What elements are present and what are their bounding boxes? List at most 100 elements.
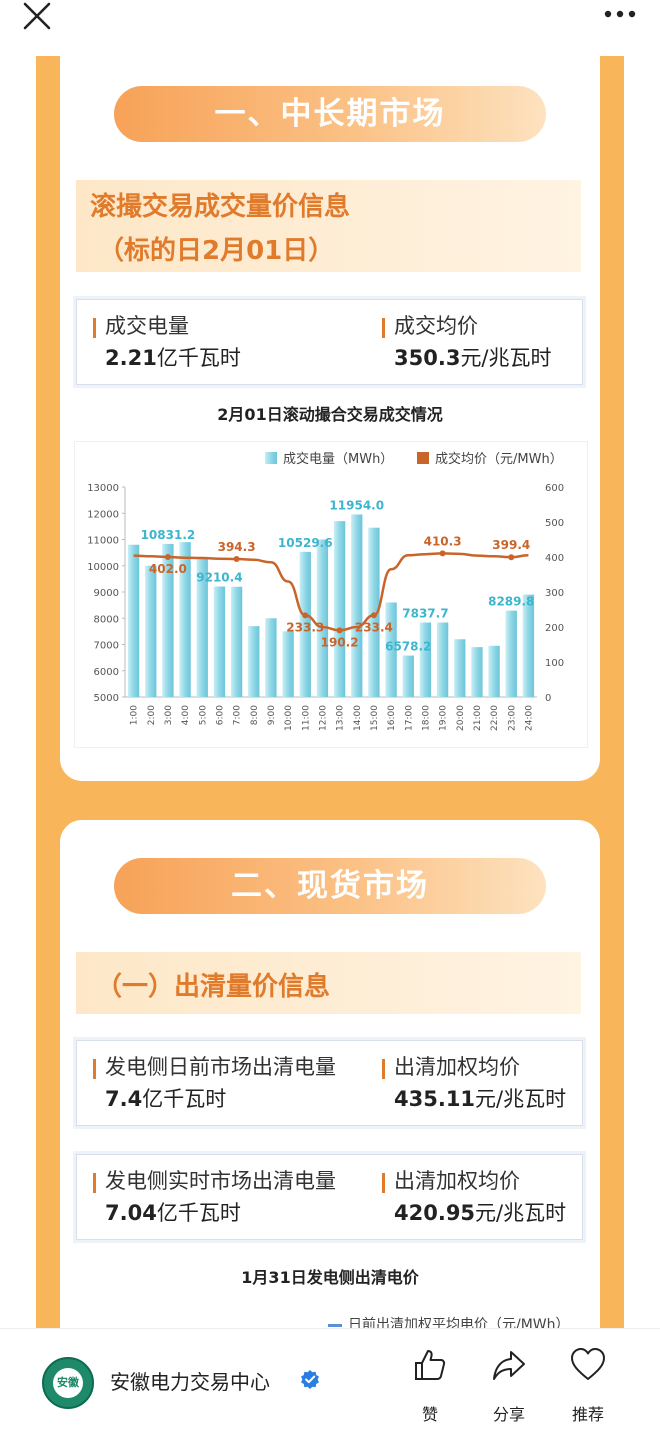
bar-volume [505, 610, 517, 697]
stat-dayahead-unit: 亿千瓦时 [142, 1087, 227, 1111]
point-price [508, 554, 515, 561]
legend-label-volume: 成交电量（MWh） [283, 451, 393, 467]
top-bar [0, 0, 660, 56]
x-tick-label: 6:00 [215, 705, 225, 725]
y-right-tick-label: 300 [545, 588, 564, 599]
stat-dayahead-price-number: 435.11 [394, 1087, 476, 1111]
bar-volume [454, 639, 466, 697]
data-label-price: 233.4 [355, 620, 393, 634]
bar-volume [162, 543, 174, 697]
x-tick-label: 3:00 [164, 705, 174, 725]
bar-volume [196, 557, 208, 697]
account-logo-text: 安徽 [53, 1368, 83, 1398]
bar-volume [385, 602, 397, 697]
accent-bar [382, 1173, 385, 1193]
bar-volume [402, 655, 414, 697]
chart2-legend: 日前出清加权平均电价（元/MWh） [328, 1314, 570, 1328]
subheading-1-line2: （标的日2月01日） [98, 236, 335, 266]
data-label-price: 402.0 [149, 562, 187, 576]
x-tick-label: 20:00 [456, 705, 466, 731]
stat-realtime-number: 7.04 [105, 1201, 157, 1225]
data-label-volume: 6578.2 [385, 640, 431, 654]
bar-volume [316, 539, 329, 697]
trading-chart: 成交电量（MWh） 成交均价（元/MWh） 5000 6000 7000 8000 9000… [74, 441, 588, 748]
stat-price-value: 350.3元/兆瓦时 [394, 342, 552, 372]
account-name[interactable]: 安徽电力交易中心 [110, 1370, 270, 1394]
x-tick-label: 13:00 [336, 705, 346, 731]
bar-volume [351, 514, 363, 697]
close-button[interactable] [20, 0, 54, 34]
point-price [164, 554, 171, 560]
stat-realtime-price-number: 420.95 [394, 1201, 476, 1225]
x-tick-label: 14:00 [353, 705, 363, 731]
y-right-tick-label: 600 [545, 483, 564, 494]
article-body: 一、中长期市场 滚撮交易成交量价信息 （标的日2月01日） 成交电量 2.21亿… [36, 56, 624, 1328]
share-button[interactable]: 分享 [481, 1341, 537, 1424]
y-left-tick-label: 11000 [87, 536, 119, 547]
y-left-tick-label: 7000 [94, 641, 119, 652]
bar-volume [179, 542, 191, 697]
x-tick-label: 19:00 [439, 705, 449, 731]
stat-box-dayahead: 发电侧日前市场出清电量 7.4亿千瓦时 出清加权均价 435.11元/兆瓦时 [76, 1040, 583, 1126]
medium-long-term-card: 一、中长期市场 滚撮交易成交量价信息 （标的日2月01日） 成交电量 2.21亿… [60, 56, 600, 781]
accent-bar [382, 318, 385, 338]
bar-volume [265, 618, 277, 697]
x-tick-label: 24:00 [524, 705, 534, 731]
x-tick-label: 12:00 [318, 705, 328, 731]
stat-volume-unit: 亿千瓦时 [156, 346, 241, 370]
x-tick-label: 21:00 [473, 705, 483, 731]
data-label-volume: 10529.6 [278, 536, 333, 550]
data-label-price: 190.2 [321, 635, 359, 649]
more-icon [604, 10, 636, 18]
y-left-tick-label: 6000 [94, 667, 119, 678]
y-right-tick-label: 400 [545, 553, 564, 564]
stat-dayahead-price-value: 435.11元/兆瓦时 [394, 1083, 566, 1113]
y-left-tick-label: 10000 [87, 562, 119, 573]
x-tick-label: 2:00 [147, 705, 157, 725]
data-label-volume: 9210.4 [196, 570, 242, 584]
x-tick-label: 16:00 [387, 705, 397, 731]
bar-volume [213, 586, 226, 697]
accent-bar [93, 318, 96, 338]
subheading-1-line1: 滚撮交易成交量价信息 [90, 192, 351, 222]
bar-volume [522, 594, 535, 697]
stat-price-label: 成交均价 [394, 314, 478, 338]
like-button[interactable]: 赞 [402, 1341, 458, 1424]
x-tick-label: 1:00 [130, 705, 140, 725]
accent-bar [93, 1059, 96, 1079]
x-tick-label: 18:00 [421, 705, 431, 731]
y-left-tick-label: 5000 [94, 693, 119, 704]
y-right-tick-label: 200 [545, 623, 564, 634]
bar-volume [145, 565, 157, 697]
legend-swatch-volume [265, 452, 277, 464]
bar-volume [127, 544, 140, 697]
data-label-price: 410.3 [424, 534, 462, 548]
stat-realtime-unit: 亿千瓦时 [156, 1201, 241, 1225]
stat-volume-number: 2.21 [105, 346, 157, 370]
verified-badge-icon [301, 1370, 319, 1389]
more-button[interactable] [598, 2, 642, 26]
chart2-title: 1月31日发电侧出清电价 [241, 1268, 419, 1287]
share-arrow-icon [493, 1351, 525, 1380]
data-label-price: 399.4 [492, 538, 530, 552]
stat-dayahead-price-label: 出清加权均价 [394, 1055, 520, 1079]
y-right-tick-label: 0 [545, 693, 551, 704]
close-icon [23, 2, 51, 30]
section-heading-1: 一、中长期市场 [114, 86, 546, 142]
stat-realtime-value: 7.04亿千瓦时 [105, 1197, 241, 1227]
bar-volume [299, 551, 311, 697]
bar-volume [248, 626, 260, 697]
recommend-button[interactable]: 推荐 [560, 1341, 616, 1424]
bar-volume [436, 622, 449, 697]
stat-realtime-price-unit: 元/兆瓦时 [475, 1201, 567, 1225]
heart-icon [571, 1348, 605, 1380]
bar-volume [282, 631, 294, 697]
bar-volume [230, 586, 243, 697]
stat-realtime-label: 发电侧实时市场出清电量 [105, 1169, 336, 1193]
account-logo[interactable]: 安徽 [42, 1357, 94, 1409]
x-tick-label: 8:00 [250, 705, 260, 725]
y-left-tick-label: 8000 [94, 614, 119, 625]
data-label-price: 394.3 [218, 540, 256, 554]
x-tick-label: 7:00 [233, 705, 243, 725]
x-tick-label: 5:00 [198, 705, 208, 725]
